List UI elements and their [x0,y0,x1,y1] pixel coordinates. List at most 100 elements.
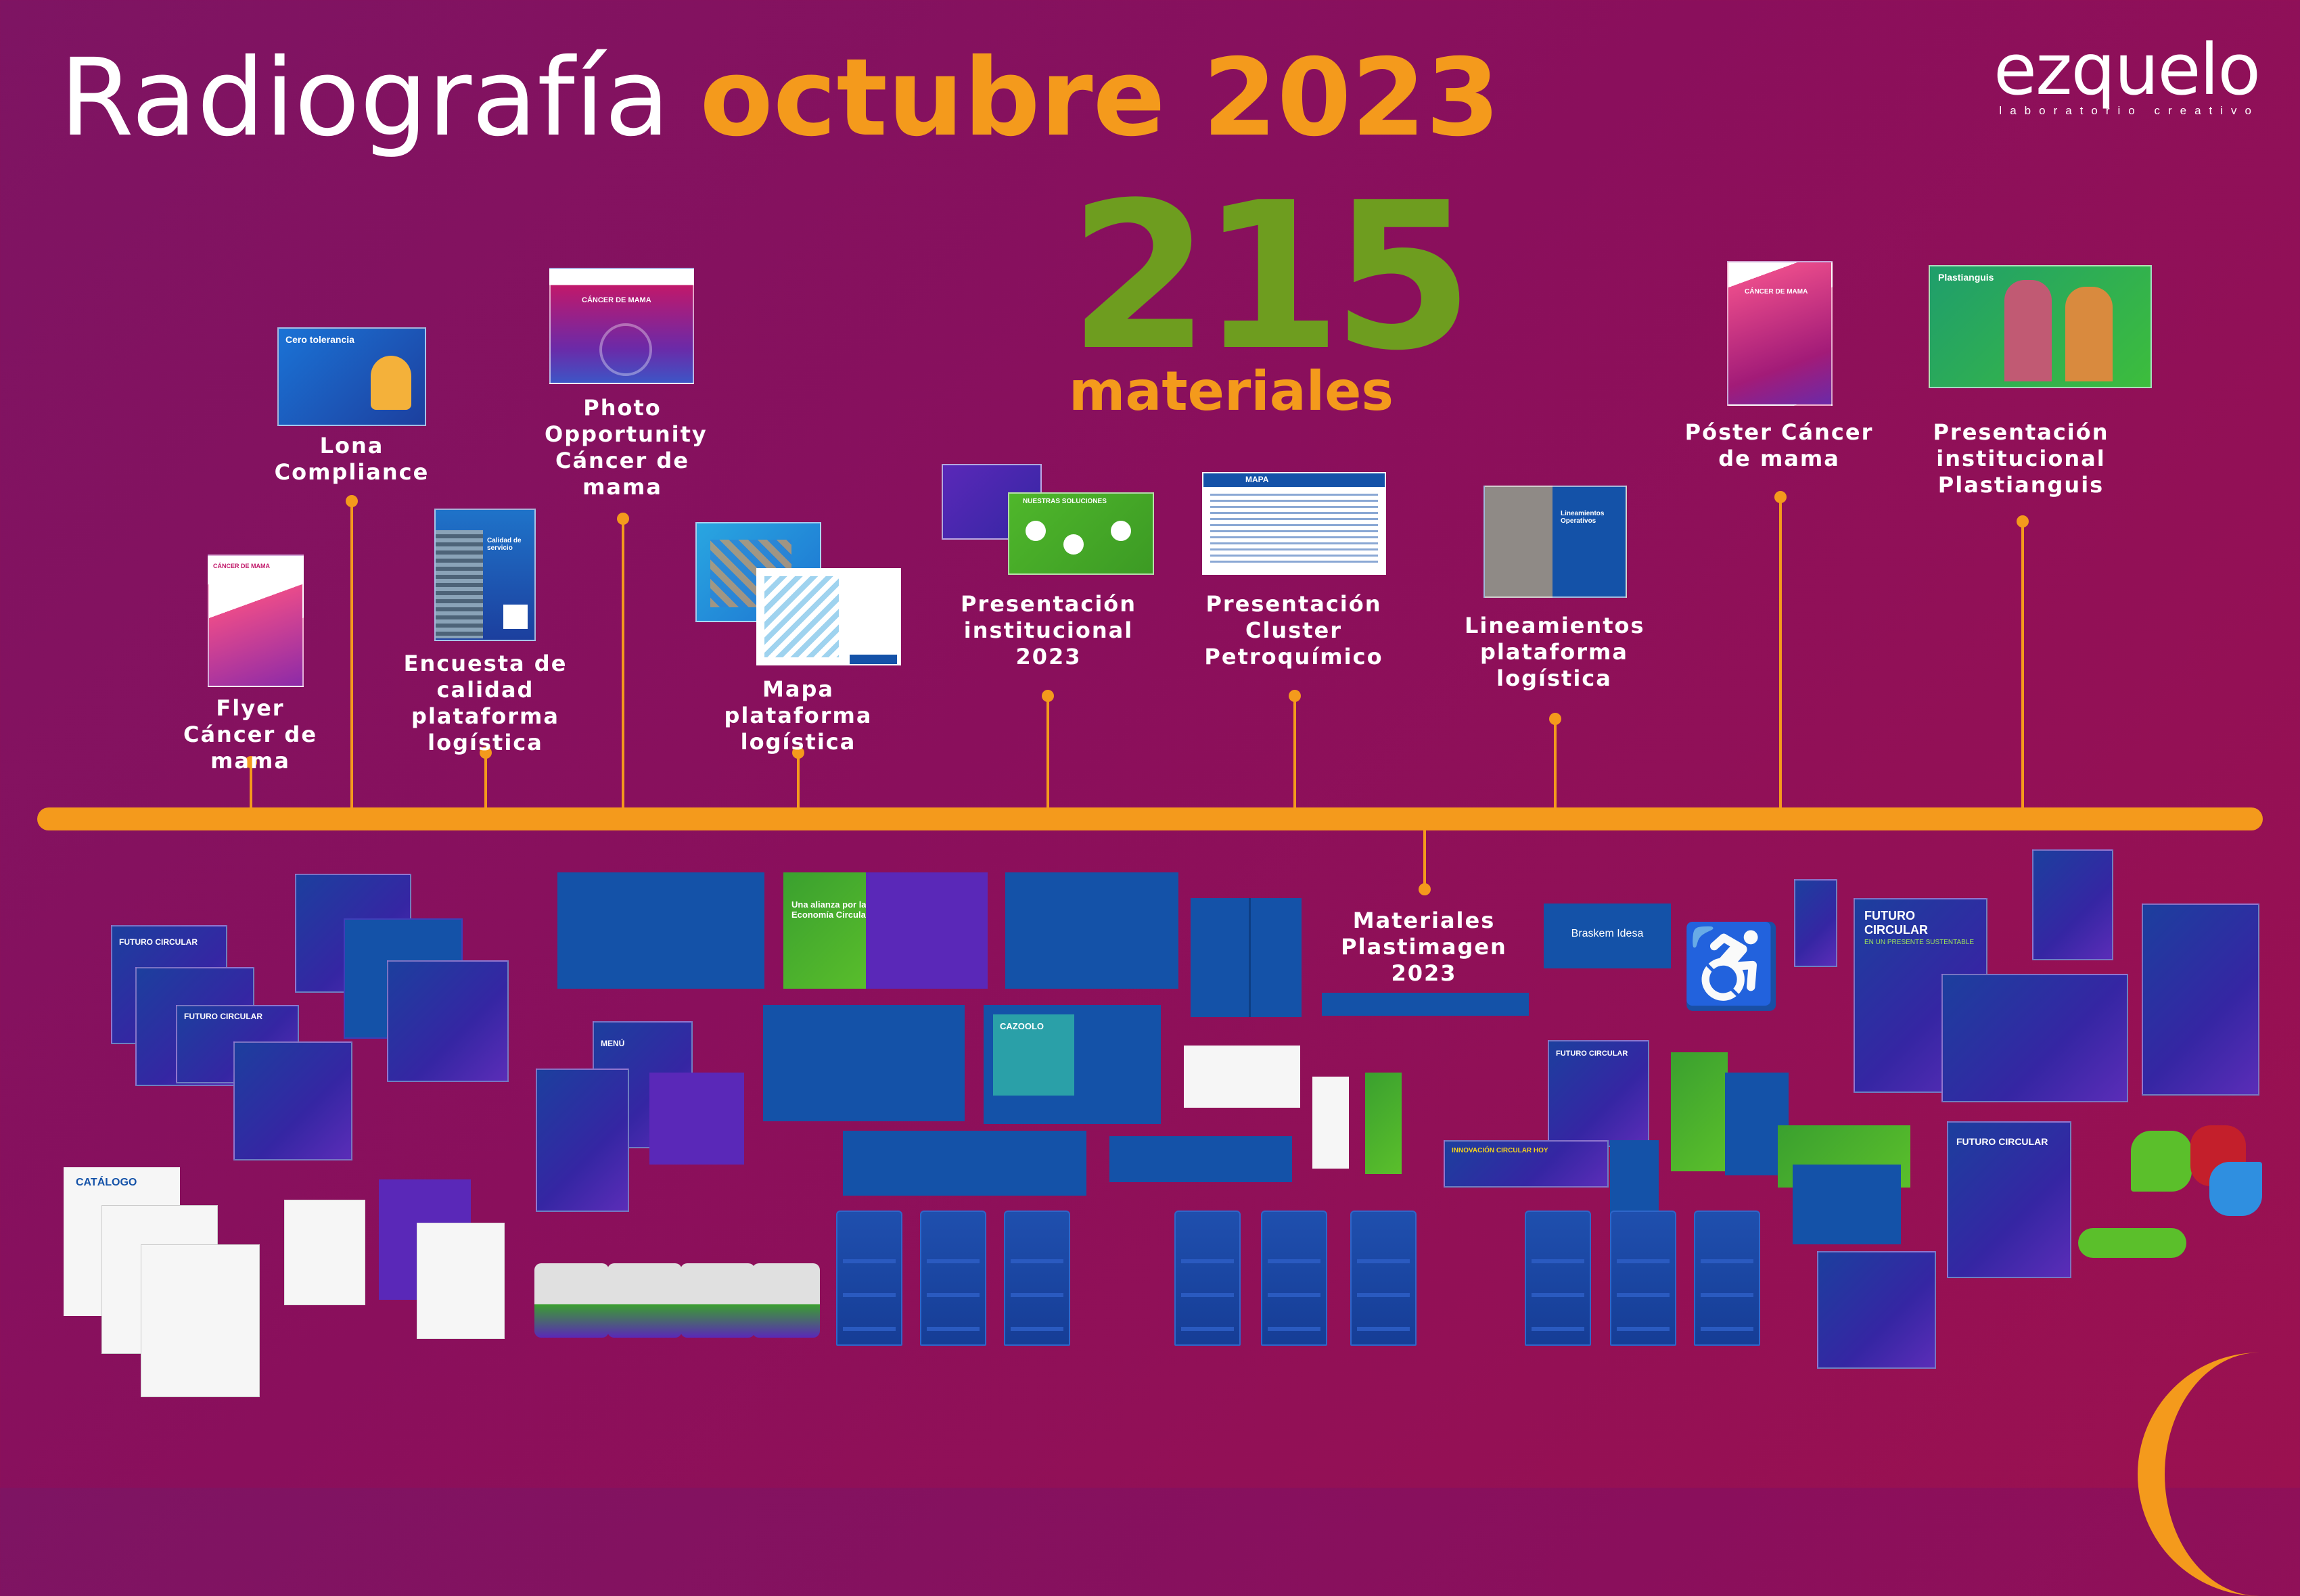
timeline-label-lona-compliance: Lona Compliance [274,433,430,485]
thumb-text: MENÚ [601,1039,625,1048]
cazoolo-panel [993,1014,1074,1096]
timeline-stem [1779,498,1782,810]
icon-circle [1063,534,1084,555]
flyer-cancer-thumbnail: CÁNCER DE MAMA [208,555,304,687]
timeline-dot [1774,491,1787,503]
accessibility-icon: ♿ [1680,921,1782,1012]
timeline-dot [1549,713,1561,725]
icon-circle [1026,521,1046,541]
timeline-dot [1289,690,1301,702]
thumb-text: CÁNCER DE MAMA [582,296,651,304]
thumb-text: Una alianza por la Economía Circular [791,899,869,920]
logo-wordmark: ezquelo [1993,28,2261,111]
cazoolo-card: CAZOOLO [984,1005,1161,1124]
braskem-logo-card: Braskem Idesa [1544,903,1671,968]
timeline-label-plastianguis: Presentación institucional Plastianguis [1933,419,2109,498]
timeline-dot [617,513,629,525]
material-card [1312,1077,1349,1169]
material-card [1249,898,1297,1017]
material-card [1610,1140,1659,1219]
photo-opportunity-thumbnail: CÁNCER DE MAMA [549,268,694,384]
lineamientos-thumbnail: Lineamientos Operativos [1484,486,1627,598]
title-prefix: Radiografía [60,36,670,160]
timeline-stem [1423,829,1426,890]
material-card [649,1073,744,1165]
material-card [1941,974,2128,1102]
thumb-text: Lineamientos Operativos [1561,510,1605,525]
thumb-text: FUTURO CIRCULAR [1864,909,1928,937]
thumb-text: Braskem Idesa [1571,928,1644,939]
thumb-text: FUTURO CIRCULAR [1556,1050,1628,1058]
recycling-bin [681,1263,755,1338]
alianza-card: Una alianza por la Economía Circular [783,872,878,989]
map-graphic [764,576,839,657]
display-stand [1694,1211,1760,1346]
material-card [2142,903,2259,1096]
material-card [843,1131,1086,1196]
material-card: INNOVACIÓN CIRCULAR HOY [1444,1140,1609,1188]
encuesta-calidad-thumbnail: Calidad de servicio [434,509,536,641]
timeline-label-encuesta: Encuesta de calidad plataforma logística [403,651,568,755]
timeline-stem [350,502,353,810]
cluster-petroquimico-thumbnail: MAPA [1202,472,1386,575]
timeline-dot [2017,515,2029,527]
material-card [763,1005,965,1121]
timeline-dot [1419,883,1431,895]
timeline-dot [480,747,492,759]
speech-bubble-graphic [2131,1131,2192,1192]
material-card [387,960,509,1082]
material-card [1793,1165,1901,1244]
presentacion-institucional-thumbnail-front: NUESTRAS SOLUCIONES [1008,492,1154,575]
thumb-text: MAPA [1245,475,1269,484]
timeline-stem [250,763,252,810]
footer-bar [850,655,897,664]
poster-cancer-thumbnail: CÁNCER DE MAMA [1727,261,1833,406]
display-stand [1350,1211,1417,1346]
thumb-text: FUTURO CIRCULAR [119,937,198,947]
display-stand [1174,1211,1241,1346]
timeline-stem [797,753,800,810]
material-card [557,872,764,989]
timeline-label-flyer-cancer: Flyer Cáncer de mama [183,695,318,774]
timeline-stem [484,753,487,810]
person-graphic [2065,287,2113,381]
display-stand [1004,1211,1070,1346]
corner-swoosh [2138,1353,2300,1596]
thumb-text: INNOVACIÓN CIRCULAR HOY [1452,1147,1548,1154]
material-card [2078,1228,2186,1258]
display-stand [836,1211,902,1346]
material-card [1365,1073,1402,1174]
content-lines [1210,494,1378,567]
mapa-thumbnail-front [756,568,901,665]
material-card [284,1200,365,1305]
timeline-label-plastimagen: Materiales Plastimagen 2023 [1341,908,1507,986]
material-card [1671,1052,1728,1171]
thumb-text: CAZOOLO [1000,1021,1044,1031]
header-bar [1203,473,1385,487]
recycling-bin [607,1263,682,1338]
hand-graphic [371,356,411,410]
icon-circle [1111,521,1131,541]
material-card [233,1041,352,1160]
material-card [1794,879,1837,967]
material-card: FUTURO CIRCULAR [1548,1040,1649,1147]
ezquelo-logo: ezquelo laboratorio creativo [1993,28,2261,118]
thumb-text: NUESTRAS SOLUCIONES [1023,498,1107,505]
timeline-label-mapa: Mapa plataforma logística [724,676,873,755]
timeline-dot [245,756,257,768]
display-stand [1610,1211,1676,1346]
material-card [536,1069,629,1212]
plastimagen-banner [1322,993,1529,1016]
plant-photo [436,530,483,638]
material-card [1184,1046,1300,1108]
material-card [141,1244,260,1397]
timeline-stem [1554,720,1557,810]
thumb-text: CATÁLOGO [76,1177,137,1188]
timeline-bar [37,807,2263,830]
materials-counter: 215 materiales [1069,176,1473,422]
speech-bubble-graphic [2209,1162,2262,1216]
timeline-stem [622,519,624,810]
title-highlight: octubre 2023 [699,36,1500,160]
material-card [866,872,988,989]
timeline-dot [346,495,358,507]
